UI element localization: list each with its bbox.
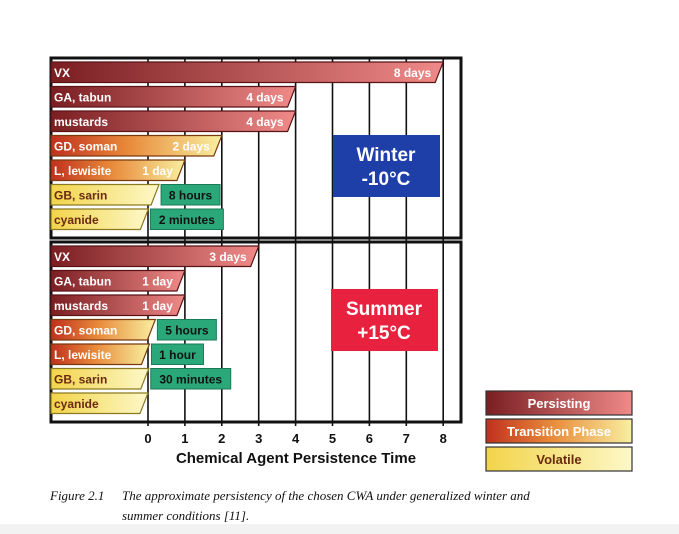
duration-tag: [160, 184, 221, 206]
caption-text-line2: summer conditions [11].: [122, 508, 250, 523]
bar: [50, 134, 223, 157]
x-axis-title: Chemical Agent Persistence Time: [176, 450, 416, 467]
agent-name-label: VX: [54, 250, 70, 264]
duration-tag: [150, 343, 204, 365]
agent-name-label: GB, sarin: [54, 372, 107, 386]
figure-caption: Figure 2.1 The approximate persistency of…: [50, 486, 650, 526]
duration-tag-label: 2 minutes: [159, 213, 215, 227]
duration-tag-label: 1 hour: [159, 348, 196, 362]
x-tick-label: 1: [181, 431, 188, 446]
x-tick-label: 0: [144, 431, 151, 446]
agent-name-label: cyanide: [54, 213, 99, 227]
agent-name-label: mustards: [54, 115, 108, 129]
caption-text-line1: The approximate persistency of the chose…: [122, 488, 530, 503]
bar: [50, 318, 157, 341]
duration-tag-label: 8 hours: [169, 188, 213, 202]
condition-badge: [331, 289, 438, 351]
bar: [50, 208, 150, 231]
duration-tag: [149, 208, 224, 230]
legend-swatch: [485, 446, 633, 472]
x-tick-label: 5: [329, 431, 336, 446]
bar-value-label: 2 days: [172, 139, 210, 153]
bar: [50, 392, 149, 415]
condition-badge: [333, 135, 440, 197]
legend: Persisting Transition Phase Volatile: [485, 390, 633, 472]
x-tick-label: 8: [440, 431, 447, 446]
bar: [50, 343, 151, 366]
agent-name-label: GA, tabun: [54, 90, 111, 104]
bar: [50, 183, 160, 206]
bar-value-label: 3 days: [209, 250, 247, 264]
x-tick-label: 4: [292, 431, 300, 446]
x-tick-label: 2: [218, 431, 225, 446]
condition-badges: Winter -10°C Summer +15°C: [331, 135, 440, 351]
bar: [50, 85, 297, 108]
bar-value-label: 4 days: [246, 90, 284, 104]
legend-swatch: [485, 390, 633, 416]
bar: [50, 245, 260, 268]
agent-name-label: L, lewisite: [54, 348, 112, 362]
bar-value-label: 1 day: [142, 164, 173, 178]
agent-name-label: mustards: [54, 299, 108, 313]
condition-name: Summer: [346, 299, 423, 320]
legend-label: Persisting: [528, 396, 591, 411]
duration-tag: [156, 319, 217, 341]
x-axis: 0 1 2 3 4 5 6 7 8 Chemical Agent Persistence Time: [144, 431, 446, 467]
condition-temperature: -10°C: [362, 169, 411, 190]
bar: [50, 61, 445, 84]
caption-number: Figure 2.1: [50, 488, 105, 503]
bar: [50, 367, 150, 390]
x-tick-label: 6: [366, 431, 373, 446]
legend-label: Transition Phase: [507, 424, 611, 439]
legend-label: Volatile: [536, 452, 581, 467]
agent-name-label: GA, tabun: [54, 274, 111, 288]
agent-name-label: cyanide: [54, 397, 99, 411]
agent-name-label: GB, sarin: [54, 188, 107, 202]
x-tick-label: 7: [403, 431, 410, 446]
duration-tag: [150, 368, 232, 390]
bar-value-label: 1 day: [142, 299, 173, 313]
condition-temperature: +15°C: [357, 323, 411, 344]
agent-name-label: VX: [54, 66, 70, 80]
agent-name-label: GD, soman: [54, 139, 117, 153]
bottom-band: [0, 524, 679, 534]
x-tick-label: 3: [255, 431, 262, 446]
bar-value-label: 4 days: [246, 115, 284, 129]
duration-tag-label: 30 minutes: [159, 372, 222, 386]
agent-name-label: GD, soman: [54, 323, 117, 337]
bar-value-label: 8 days: [394, 66, 432, 80]
bar: [50, 269, 186, 292]
duration-tag-label: 5 hours: [165, 323, 209, 337]
bar: [50, 110, 297, 133]
bar: [50, 294, 186, 317]
bar-value-label: 1 day: [142, 274, 173, 288]
agent-name-label: L, lewisite: [54, 164, 112, 178]
bar: [50, 159, 186, 182]
legend-swatch: [485, 418, 633, 444]
bars-layer: VX 8 days GA, tabun 4 days mustards 4 days GD,…: [50, 61, 445, 415]
condition-name: Winter: [357, 145, 417, 166]
